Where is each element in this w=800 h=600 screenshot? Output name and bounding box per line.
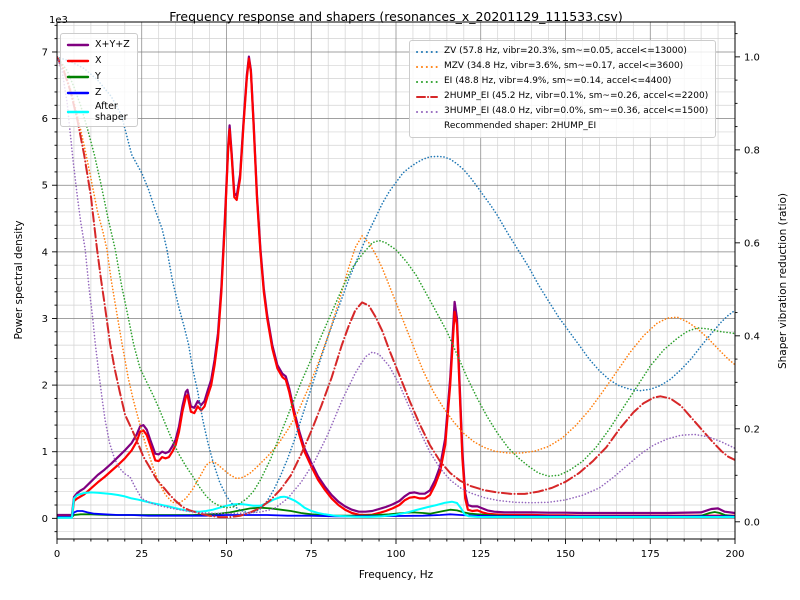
svg-text:2: 2	[42, 381, 48, 392]
svg-text:0.6: 0.6	[744, 238, 760, 249]
svg-text:0.0: 0.0	[744, 517, 760, 528]
legend-swatch-line	[66, 59, 90, 63]
svg-text:25: 25	[135, 549, 148, 560]
legend-entry: Z	[66, 85, 130, 101]
svg-text:0.4: 0.4	[744, 331, 760, 342]
legend-entry: X	[66, 53, 130, 69]
svg-text:150: 150	[556, 549, 575, 560]
legend-swatch-line	[416, 65, 438, 68]
legend-entry: 2HUMP_EI (45.2 Hz, vibr=0.1%, sm~=0.26, …	[415, 89, 708, 104]
legend-entry: ZV (57.8 Hz, vibr=20.3%, sm~=0.05, accel…	[415, 44, 708, 59]
svg-text:0: 0	[54, 549, 60, 560]
legend-swatch-line	[416, 110, 438, 113]
legend-swatch-line	[416, 80, 438, 83]
legend-entry-label: X+Y+Z	[95, 39, 130, 51]
chart-title: Frequency response and shapers (resonanc…	[169, 9, 623, 24]
legend-entry: MZV (34.8 Hz, vibr=3.6%, sm~=0.17, accel…	[415, 59, 708, 74]
legend-entry: X+Y+Z	[66, 37, 130, 53]
series-group	[57, 55, 735, 519]
legend-entry-label: EI (48.8 Hz, vibr=4.9%, sm~=0.14, accel<…	[444, 76, 672, 87]
legend-entry-label: ZV (57.8 Hz, vibr=20.3%, sm~=0.05, accel…	[444, 46, 687, 57]
legend-swatch-line	[66, 75, 90, 79]
y-axis-offset-label: 1e3	[49, 15, 68, 26]
legend-swatch-line	[66, 111, 90, 114]
legend-entry: After shaper	[66, 101, 130, 123]
svg-text:200: 200	[725, 549, 744, 560]
svg-text:75: 75	[305, 549, 318, 560]
legend-entry-label: Recommended shaper: 2HUMP_EI	[444, 121, 597, 132]
x-axis-label: Frequency, Hz	[358, 569, 434, 581]
svg-text:175: 175	[641, 549, 660, 560]
legend-swatch-line	[66, 43, 90, 47]
legend-entry-label: Y	[95, 71, 101, 83]
legend-entry-label: MZV (34.8 Hz, vibr=3.6%, sm~=0.17, accel…	[444, 61, 684, 72]
legend-entry: Recommended shaper: 2HUMP_EI	[415, 119, 708, 134]
svg-text:100: 100	[386, 549, 405, 560]
legend-entry: Y	[66, 69, 130, 85]
svg-text:0.2: 0.2	[744, 424, 760, 435]
y-axis-label-right: Shaper vibration reduction (ratio)	[777, 192, 789, 370]
legend-swatch-line	[66, 91, 90, 95]
svg-text:7: 7	[42, 47, 48, 58]
svg-text:4: 4	[42, 247, 48, 258]
svg-text:3: 3	[42, 314, 48, 325]
axis-ticks	[52, 24, 740, 544]
legend-sources: X+Y+Z X Y Z After shaper	[60, 33, 138, 128]
legend-entry-label: After shaper	[95, 101, 128, 124]
svg-text:0: 0	[42, 514, 48, 525]
series-3hump-ei	[57, 56, 735, 515]
svg-text:1: 1	[42, 447, 48, 458]
legend-swatch-line	[416, 95, 438, 98]
legend-entry-label: X	[95, 55, 102, 67]
legend-entry-label: Z	[95, 87, 102, 99]
svg-text:125: 125	[471, 549, 490, 560]
series-2hump-ei	[57, 55, 735, 519]
series-after-shaper	[57, 491, 735, 519]
series-x	[57, 57, 735, 519]
svg-text:5: 5	[42, 181, 48, 192]
series-mzv	[57, 56, 735, 504]
legend-swatch-line	[416, 50, 438, 53]
y-axis-label-left: Power spectral density	[13, 220, 25, 340]
legend-entry-label: 3HUMP_EI (48.0 Hz, vibr=0.0%, sm~=0.36, …	[444, 106, 709, 117]
legend-shapers: ZV (57.8 Hz, vibr=20.3%, sm~=0.05, accel…	[409, 40, 717, 138]
svg-text:0.8: 0.8	[744, 145, 760, 156]
svg-text:50: 50	[220, 549, 233, 560]
series-ei	[57, 56, 735, 509]
legend-swatch-empty	[415, 123, 439, 131]
legend-entry: EI (48.8 Hz, vibr=4.9%, sm~=0.14, accel<…	[415, 74, 708, 89]
svg-text:1.0: 1.0	[744, 52, 760, 63]
axis-tick-labels: 0 25 50 75 100 125 150 175 200 0 1 2 3 4 5 6 7 0.0 0.2 0.4 0…	[42, 47, 760, 560]
svg-text:6: 6	[42, 114, 48, 125]
legend-entry: 3HUMP_EI (48.0 Hz, vibr=0.0%, sm~=0.36, …	[415, 104, 708, 119]
legend-entry-label: 2HUMP_EI (45.2 Hz, vibr=0.1%, sm~=0.26, …	[444, 91, 709, 102]
series-zv	[57, 56, 735, 514]
